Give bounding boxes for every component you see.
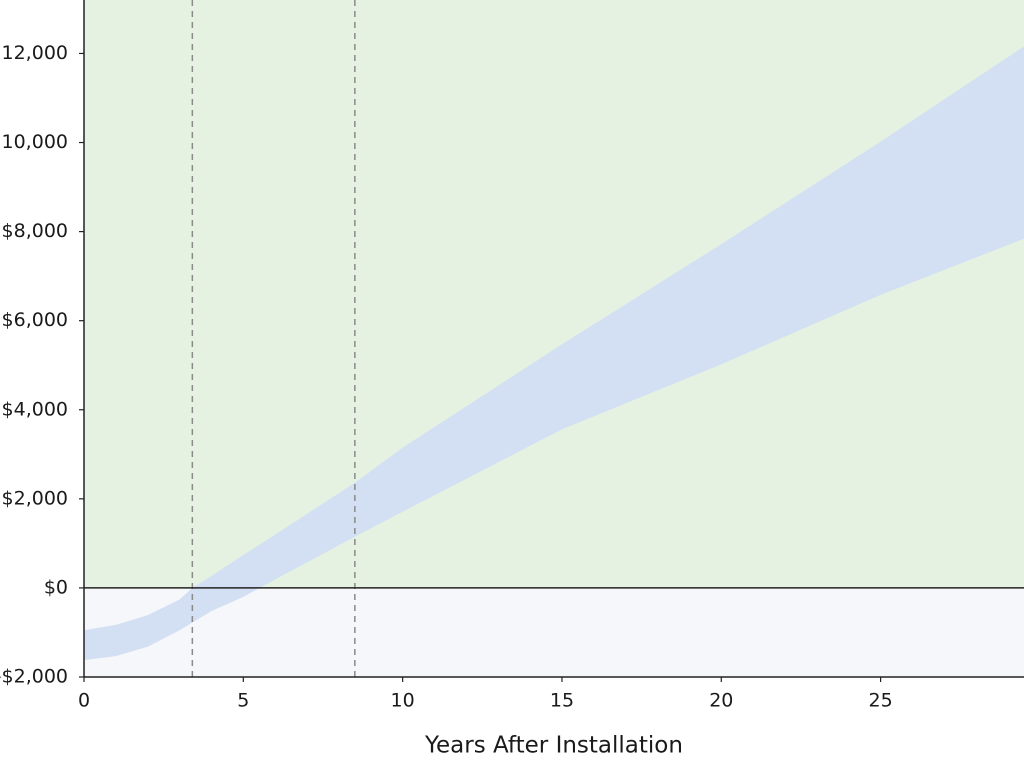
y-tick-label: $6,000 [2, 309, 68, 331]
y-tick-label: $4,000 [2, 398, 68, 420]
x-tick-label: 15 [550, 690, 574, 712]
y-tick-label: $0 [44, 576, 68, 598]
x-tick-label: 0 [78, 690, 90, 712]
x-tick-label: 5 [237, 690, 249, 712]
x-tick-label: 25 [869, 690, 893, 712]
negative-region [84, 587, 1024, 677]
y-tick-label: $2,000 [2, 487, 68, 509]
positive-region [84, 0, 1024, 588]
x-axis-title: Years After Installation [424, 733, 683, 759]
x-tick-label: 20 [709, 690, 733, 712]
y-tick-label: -$2,000 [0, 666, 68, 688]
x-tick-label: 10 [391, 690, 415, 712]
savings-band [84, 46, 1024, 661]
y-tick-label: $8,000 [2, 220, 68, 242]
y-tick-label: $12,000 [0, 42, 68, 64]
y-tick-label: $10,000 [0, 131, 68, 153]
